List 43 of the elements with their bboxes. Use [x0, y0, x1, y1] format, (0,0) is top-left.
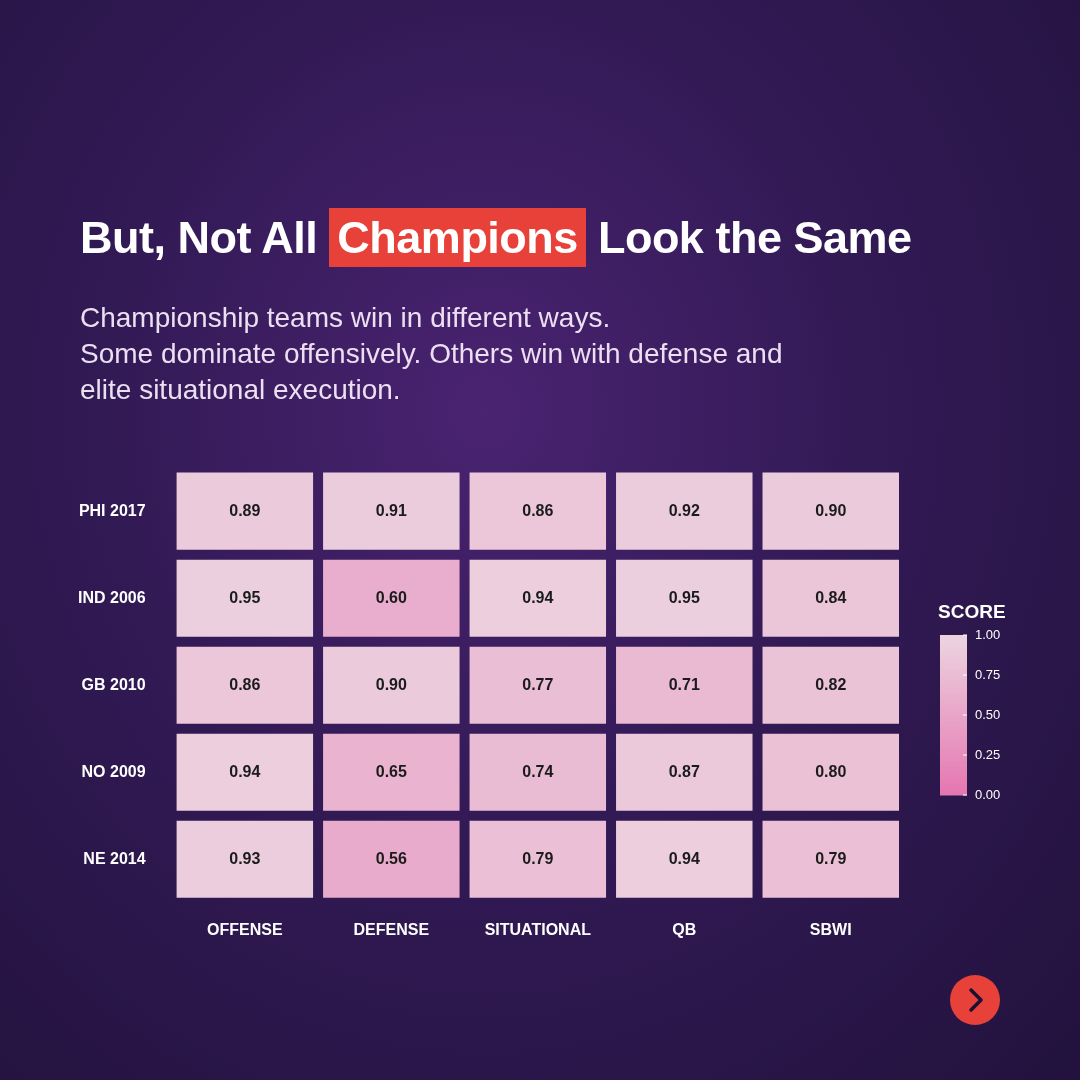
data-label: 0.60	[375, 588, 407, 606]
color-bar-label: 1.00	[975, 626, 1001, 642]
data-label: 0.79	[815, 849, 847, 867]
color-bar-label: 0.25	[975, 746, 1001, 762]
data-label: 0.82	[815, 675, 847, 693]
data-label: 0.84	[815, 588, 847, 606]
color-bar-title: SCORE	[938, 601, 1006, 623]
data-label: 0.74	[522, 762, 554, 780]
data-label: 0.94	[229, 762, 261, 780]
data-label: 0.86	[229, 675, 261, 693]
y-tick-label: GB 2010	[81, 675, 146, 693]
data-label: 0.94	[522, 588, 554, 606]
data-label: 0.90	[375, 675, 407, 693]
data-label: 0.86	[522, 501, 554, 519]
data-label: 0.65	[375, 762, 407, 780]
x-tick-label: SITUATIONAL	[484, 920, 592, 938]
data-label: 0.95	[229, 588, 261, 606]
y-tick-label: PHI 2017	[78, 501, 146, 519]
data-label: 0.77	[522, 675, 554, 693]
x-tick-label: QB	[672, 920, 697, 938]
y-tick-label: IND 2006	[78, 588, 146, 606]
data-label: 0.89	[229, 501, 261, 519]
data-label: 0.87	[668, 762, 700, 780]
y-tick-label: NE 2014	[83, 849, 146, 867]
x-tick-label: DEFENSE	[353, 920, 430, 938]
color-bar-label: 0.75	[975, 666, 1001, 682]
chart-subtitle: Championship teams win in different ways. Some dominate offensively. Others win with defense and elite situational execution.	[80, 301, 783, 407]
data-label: 0.95	[668, 588, 700, 606]
data-label: 0.80	[815, 762, 847, 780]
data-label: 0.93	[229, 849, 261, 867]
data-label: 0.90	[815, 501, 847, 519]
data-label: 0.91	[375, 501, 407, 519]
data-label: 0.71	[668, 675, 700, 693]
data-label: 0.94	[668, 849, 700, 867]
chart-title: But, Not All Champions Look the Same	[80, 211, 912, 265]
color-bar-label: 0.00	[975, 786, 1001, 802]
color-bar-label: 0.50	[975, 706, 1001, 722]
data-label: 0.56	[375, 849, 407, 867]
data-label: 0.92	[668, 501, 700, 519]
x-tick-label: SBWI	[809, 920, 852, 938]
y-tick-label: NO 2009	[81, 762, 146, 780]
x-tick-label: OFFENSE	[207, 920, 283, 938]
data-label: 0.79	[522, 849, 554, 867]
